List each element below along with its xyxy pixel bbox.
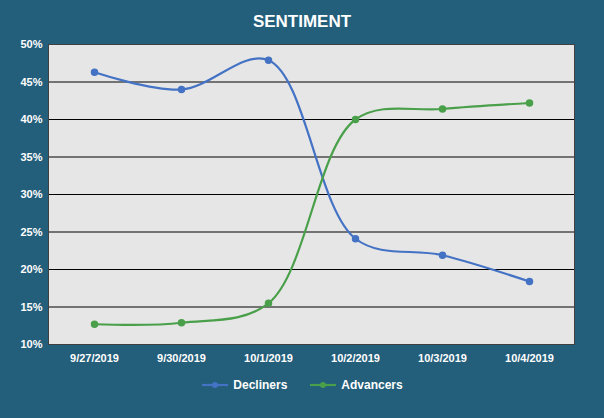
svg-text:45%: 45% <box>20 76 42 88</box>
svg-text:10/2/2019: 10/2/2019 <box>331 352 380 364</box>
svg-text:35%: 35% <box>20 151 42 163</box>
svg-text:30%: 30% <box>20 188 42 200</box>
svg-text:10/1/2019: 10/1/2019 <box>244 352 293 364</box>
svg-text:10/3/2019: 10/3/2019 <box>418 352 467 364</box>
svg-text:25%: 25% <box>20 226 42 238</box>
html-text:Decliners: Decliners <box>233 378 288 392</box>
svg-text:15%: 15% <box>20 301 42 313</box>
svg-text:20%: 20% <box>20 263 42 275</box>
html-text:Advancers: Advancers <box>341 378 403 392</box>
svg-text:40%: 40% <box>20 113 42 125</box>
svg-text:10/4/2019: 10/4/2019 <box>505 352 554 364</box>
html-text:SENTIMENT: SENTIMENT <box>252 12 352 31</box>
svg-text:9/30/2019: 9/30/2019 <box>157 352 206 364</box>
svg-text:50%: 50% <box>20 38 42 50</box>
svg-text:9/27/2019: 9/27/2019 <box>70 352 119 364</box>
svg-text:10%: 10% <box>20 338 42 350</box>
